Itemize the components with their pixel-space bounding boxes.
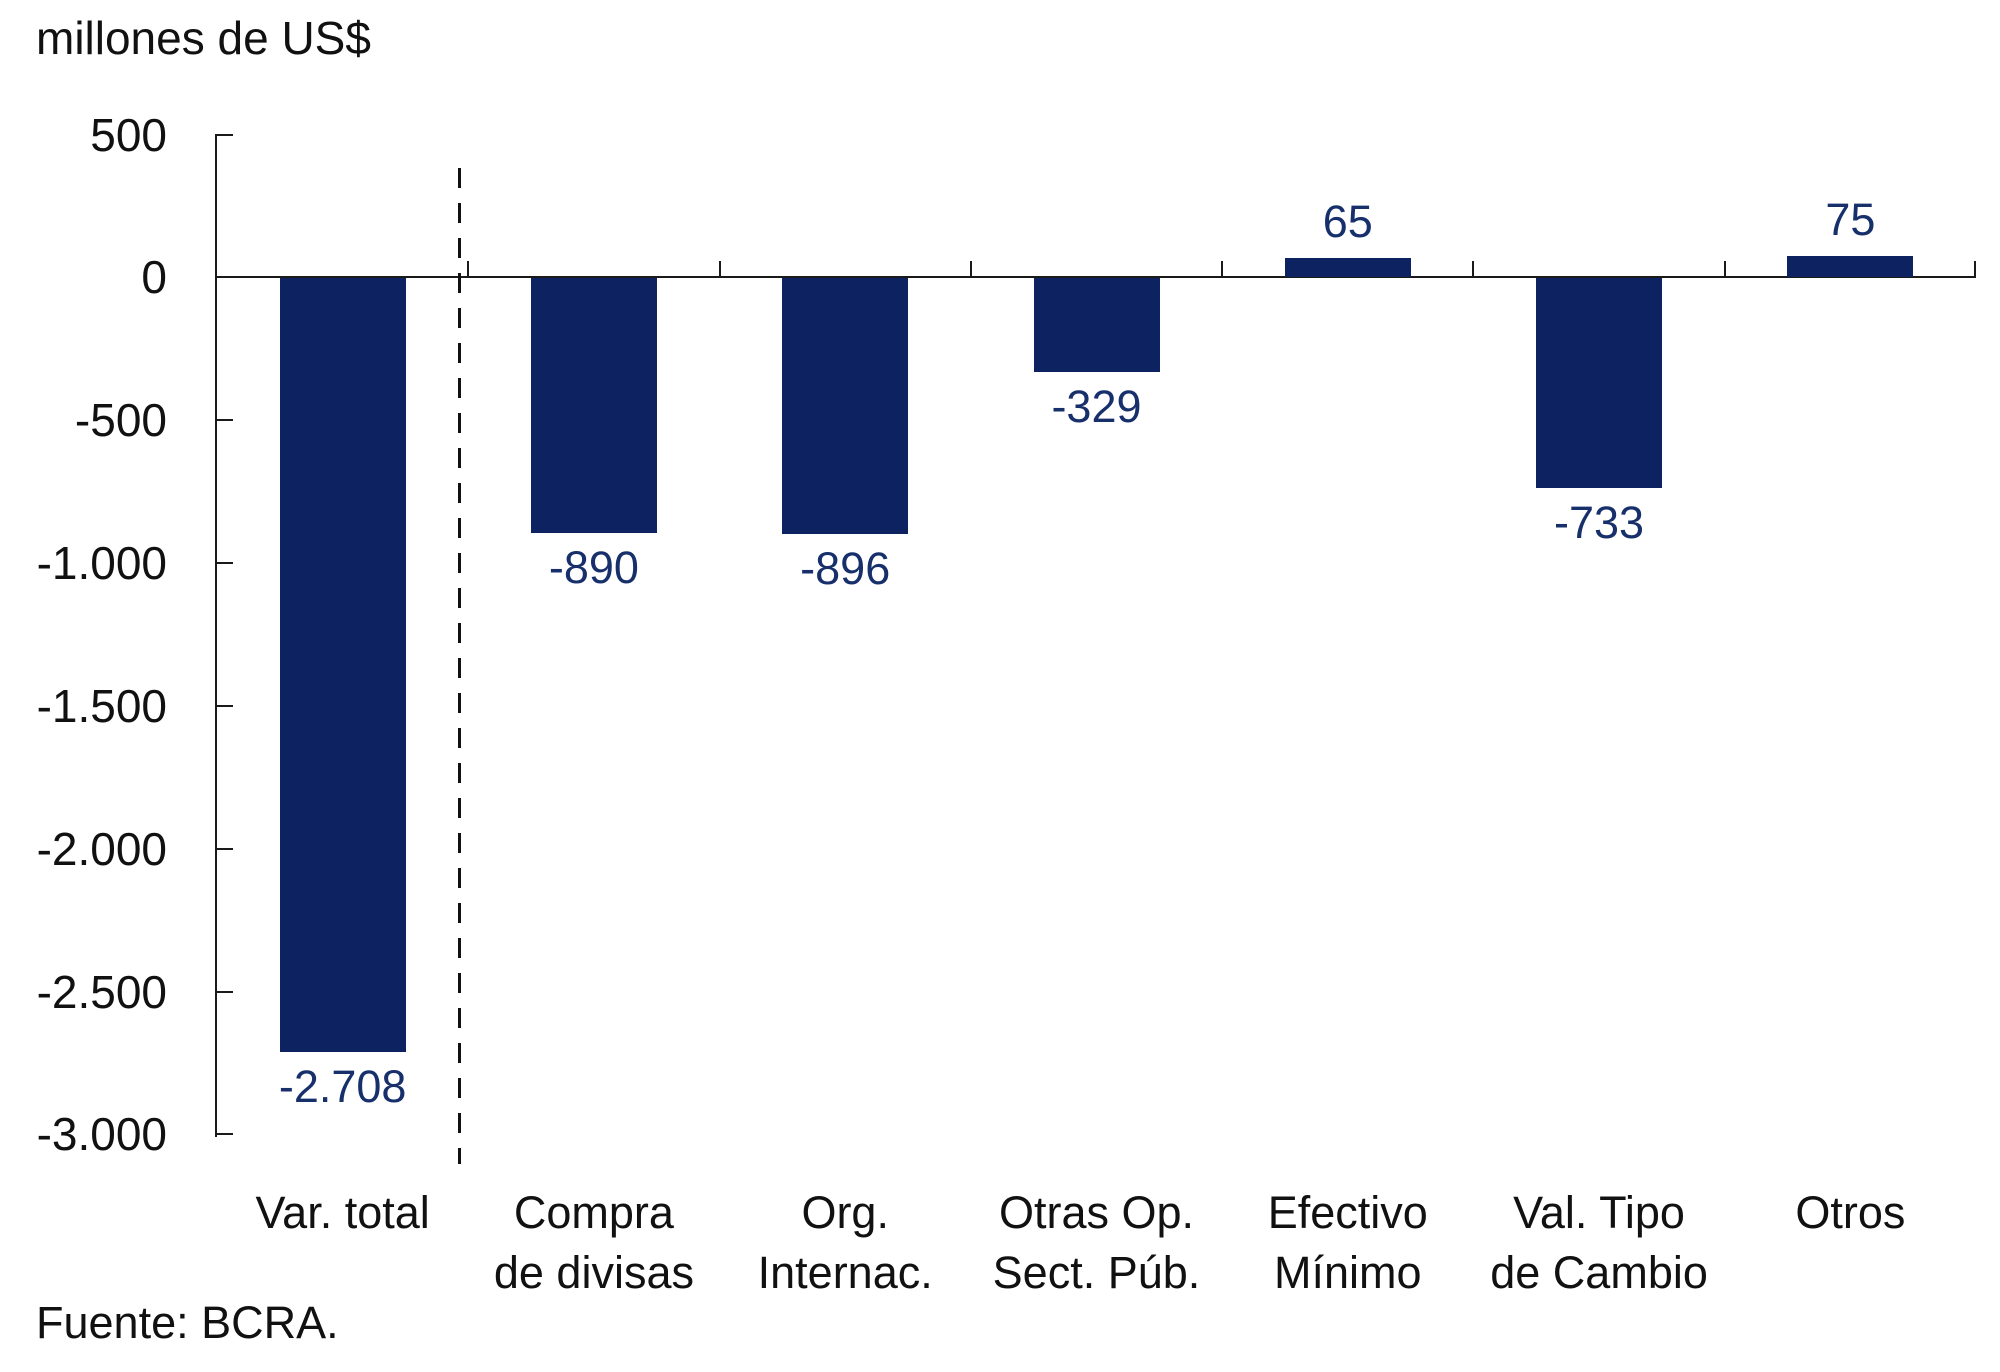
- bar: [1033, 278, 1160, 373]
- x-axis-category-label: Compra de divisas: [493, 1187, 694, 1298]
- dashed-separator-line: [458, 168, 462, 1164]
- chart-title: millones de US$: [36, 12, 371, 64]
- y-axis-tick-label: -1.000: [36, 537, 167, 589]
- y-axis-tick-label: 0: [141, 251, 167, 303]
- y-axis-tick: [217, 705, 233, 707]
- bar-value-label: -890: [548, 541, 639, 593]
- source-note: Fuente: BCRA.: [36, 1297, 339, 1348]
- bar-value-label: -733: [1554, 496, 1645, 548]
- y-axis-line: [215, 134, 217, 1137]
- x-axis-category-label: Org. Internac.: [757, 1187, 933, 1298]
- y-axis-tick: [217, 134, 233, 136]
- x-axis-tick: [1221, 261, 1223, 277]
- bar: [530, 278, 657, 533]
- y-axis-tick-label: 500: [90, 109, 167, 161]
- y-axis-tick: [217, 276, 233, 278]
- x-axis-category-label: Efectivo Mínimo: [1267, 1187, 1428, 1298]
- y-axis-tick: [217, 419, 233, 421]
- bar: [782, 278, 909, 535]
- bar: [1787, 255, 1914, 277]
- y-axis-tick-label: -1.500: [36, 680, 167, 732]
- bar: [279, 278, 406, 1053]
- x-axis-category-label: Val. Tipo de Cambio: [1490, 1187, 1708, 1298]
- y-axis-tick-label: -500: [74, 394, 167, 446]
- y-axis-tick: [217, 991, 233, 993]
- y-axis-tick-label: -2.000: [36, 823, 167, 875]
- bar-value-label: 65: [1322, 196, 1373, 248]
- bar-value-label: -896: [800, 543, 891, 595]
- bar: [1284, 258, 1411, 277]
- x-axis-tick: [1974, 261, 1976, 277]
- bar-value-label: -329: [1051, 381, 1142, 433]
- y-axis-tick-label: -3.000: [36, 1108, 167, 1160]
- x-axis-tick: [1472, 261, 1474, 277]
- bar-value-label: 75: [1825, 193, 1876, 245]
- x-axis-category-label: Otros: [1795, 1187, 1906, 1238]
- x-axis-tick: [467, 261, 469, 277]
- y-axis-tick-label: -2.500: [36, 966, 167, 1018]
- bar-value-label: -2.708: [278, 1061, 407, 1113]
- x-axis-category-label: Otras Op. Sect. Púb.: [992, 1187, 1201, 1298]
- x-axis-tick: [719, 261, 721, 277]
- x-axis-category-label: Var. total: [255, 1187, 430, 1238]
- x-axis-tick: [970, 261, 972, 277]
- x-axis-tick: [1724, 261, 1726, 277]
- x-axis-zero-line: [217, 276, 1976, 278]
- bar: [1536, 278, 1663, 488]
- y-axis-tick: [217, 1133, 233, 1135]
- plot-area: -2.708 -890 -896 -329 65 -733 75: [215, 134, 1976, 1164]
- y-axis-tick: [217, 562, 233, 564]
- y-axis-tick: [217, 848, 233, 850]
